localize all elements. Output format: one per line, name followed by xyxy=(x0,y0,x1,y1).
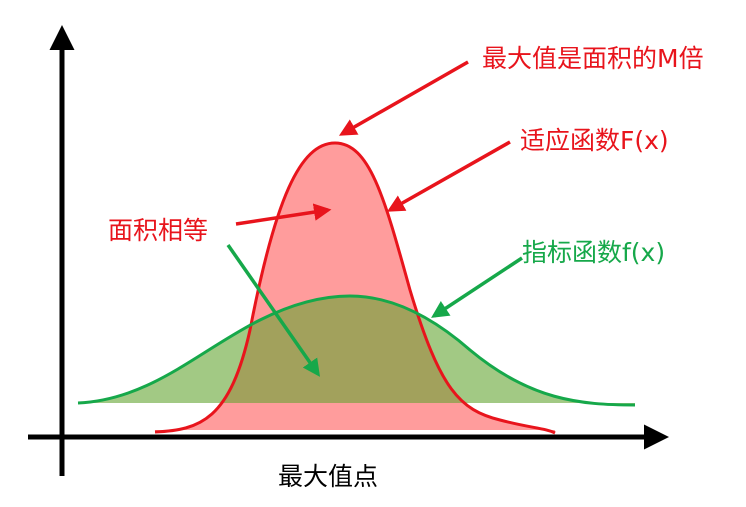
arrow xyxy=(226,243,321,377)
arrow xyxy=(386,140,511,212)
x-label: 最大值点 xyxy=(278,462,378,491)
annotation: 面积相等 xyxy=(108,216,208,245)
fit-curve xyxy=(154,141,556,435)
arrow xyxy=(338,60,469,136)
arrow xyxy=(235,203,332,226)
index-curve xyxy=(77,294,636,407)
annotation: 适应函数F(x) xyxy=(520,126,669,155)
annotation: 最大值是面积的M倍 xyxy=(482,44,704,73)
annotation: 指标函数f(x) xyxy=(522,238,665,267)
arrow xyxy=(431,256,523,318)
index-area xyxy=(78,296,635,405)
